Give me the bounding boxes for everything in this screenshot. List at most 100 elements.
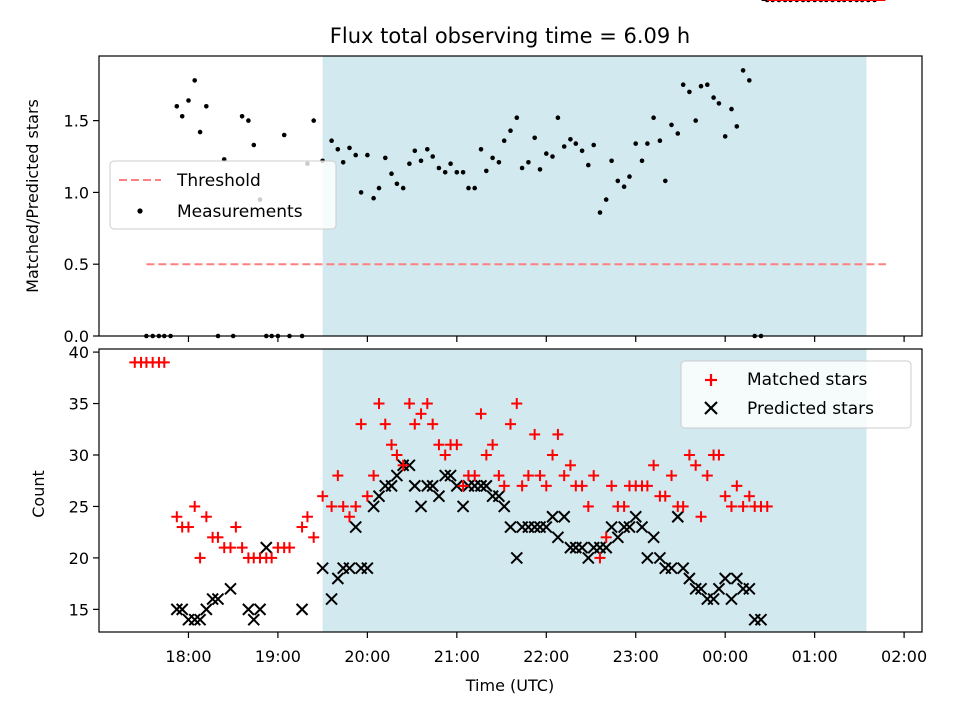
measurement-point [639, 158, 645, 164]
matched-star-point [225, 542, 237, 554]
matched-star-point [317, 490, 329, 502]
measurement-point [519, 165, 525, 171]
measurement-point [603, 197, 609, 202]
matched-star-point [451, 439, 463, 451]
measurement-point [568, 137, 573, 142]
measurement-point [430, 154, 436, 159]
bottom-y-tick-label: 20 [69, 549, 89, 568]
predicted-star-point [247, 613, 260, 626]
measurement-point [174, 104, 180, 109]
matched-legend-label: Matched stars [747, 370, 867, 390]
matched-star-point [337, 500, 349, 512]
top-y-tick-label: 1.0 [64, 183, 89, 202]
predicted-star-point [647, 531, 660, 544]
predicted-star-point [421, 479, 434, 493]
measurement-point [204, 104, 209, 109]
matched-star-point [737, 500, 749, 512]
measurement-point [412, 148, 418, 154]
predicted-star-point [188, 613, 201, 626]
predicted-star-point [414, 500, 428, 513]
matched-star-point [683, 449, 695, 461]
predicted-star-point [438, 469, 452, 482]
predicted-star-point [367, 500, 380, 513]
bottom-y-tick-label: 15 [69, 600, 89, 619]
matched-star-point [391, 449, 403, 461]
top-legend: Threshold Measurements [109, 160, 337, 230]
predicted-star-point [617, 520, 631, 534]
predicted-star-point [671, 510, 684, 523]
x-tick-label: 18:00 [165, 647, 211, 666]
measurement-point [358, 190, 364, 195]
predicted-star-point [665, 561, 678, 575]
predicted-star-point [361, 561, 374, 575]
measurement-point [186, 98, 191, 103]
predicted-star-point [450, 479, 464, 493]
matched-star-point [511, 398, 523, 410]
x-tick-label: 00:00 [702, 647, 748, 666]
predicted-star-point [707, 592, 720, 606]
measurement-point [573, 141, 579, 146]
top-y-tick-label: 0.0 [64, 327, 89, 346]
measurement-point [633, 141, 638, 146]
predicted-star-point [623, 520, 636, 534]
measurement-point [436, 165, 442, 171]
measurement-point [389, 171, 394, 176]
measurement-point [621, 184, 627, 189]
predicted-star-point [432, 489, 446, 503]
measurement-point [669, 122, 674, 128]
matched-star-point [743, 490, 755, 502]
predicted-star-point [295, 603, 309, 616]
x-tick-label: 19:00 [255, 647, 301, 666]
measurement-point [716, 101, 722, 106]
predicted-star-point [372, 489, 386, 503]
predicted-star-point [170, 603, 184, 616]
matched-star-point [433, 439, 445, 451]
predicted-star-point [635, 520, 649, 534]
measurement-point [496, 160, 502, 165]
matched-star-point [171, 511, 183, 523]
matched-star-point [564, 459, 576, 471]
predicted-star-point [653, 551, 667, 565]
measurement-point [532, 135, 537, 141]
predicted-star-point [349, 520, 362, 534]
measurement-point [192, 78, 197, 83]
matched-star-point [552, 428, 564, 440]
measurement-point [400, 185, 406, 191]
matched-star-point [641, 480, 653, 492]
predicted-star-point [605, 520, 618, 534]
measurement-point [239, 114, 245, 119]
matched-star-point [350, 500, 362, 512]
matched-star-point [606, 480, 618, 492]
matched-star-point [701, 470, 713, 482]
measurement-point [645, 141, 650, 146]
x-tick-label: 21:00 [434, 647, 480, 666]
measurement-point [722, 134, 728, 139]
measurement-point [508, 128, 513, 133]
predicted-star-point [743, 582, 756, 595]
matched-star-point [540, 480, 552, 492]
measurement-point [711, 95, 716, 100]
measurement-point [501, 138, 507, 143]
matched-star-point [600, 531, 612, 543]
predicted-star-point [331, 572, 345, 585]
matched-star-point [308, 531, 320, 543]
x-tick-label: 22:00 [523, 647, 569, 666]
matched-star-point [212, 531, 224, 543]
matched-star-point [373, 398, 385, 410]
measurement-point [609, 158, 614, 164]
matched-star-point [379, 418, 391, 430]
predicted-star-point [211, 592, 225, 606]
predicted-star-point [444, 469, 457, 482]
x-tick-label: 20:00 [344, 647, 390, 666]
predicted-star-point [540, 520, 553, 534]
predicted-star-point [557, 510, 571, 523]
measurement-point [514, 115, 520, 120]
matched-star-point [475, 408, 487, 420]
matched-star-point [588, 470, 600, 482]
predicted-star-point [182, 613, 195, 626]
predicted-star-point [408, 479, 421, 493]
measurement-point [555, 115, 561, 120]
measurement-point [246, 118, 251, 123]
measurement-point [651, 115, 656, 120]
